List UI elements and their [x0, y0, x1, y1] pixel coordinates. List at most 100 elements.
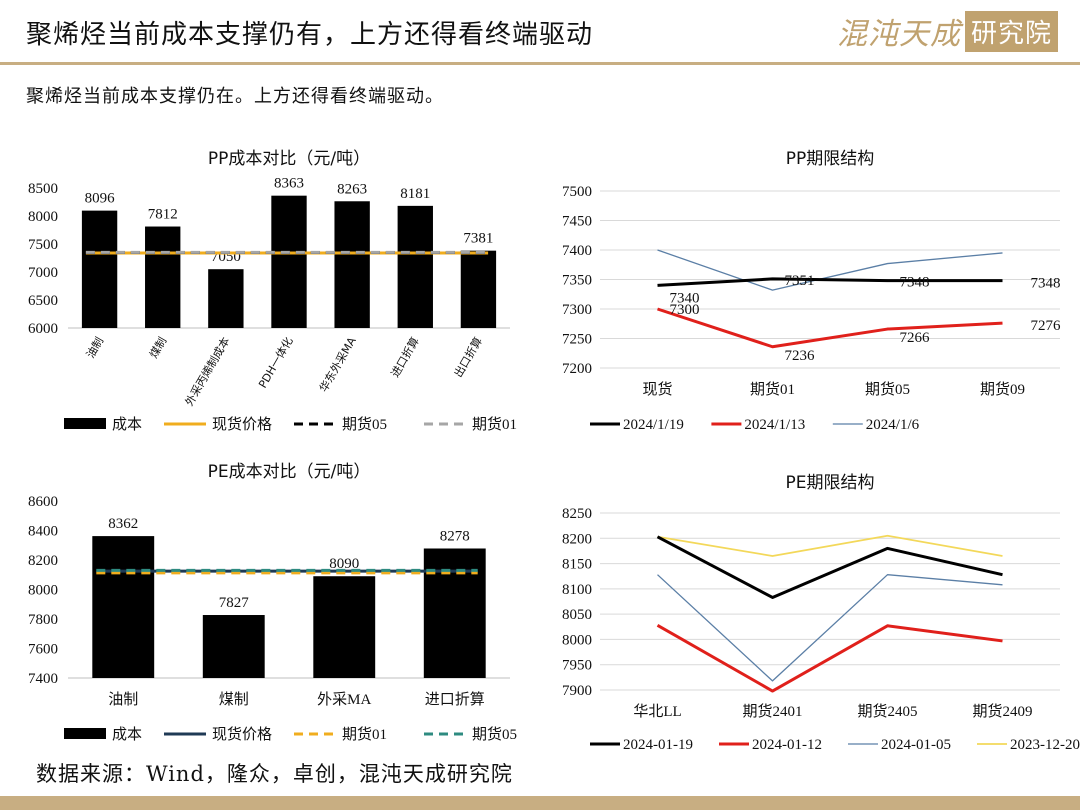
y-tick-label: 8200	[28, 553, 58, 569]
y-tick-label: 8600	[28, 494, 58, 510]
data-label: 8096	[85, 191, 116, 207]
y-tick-label: 8000	[28, 209, 58, 225]
legend-item: 2024-01-12	[719, 737, 822, 753]
y-tick-label: 8500	[28, 181, 58, 197]
legend-item: 期货01	[424, 416, 517, 433]
data-label: 7812	[148, 207, 178, 223]
x-tick-label: 油制	[83, 335, 106, 361]
legend-label: 期货05	[472, 726, 517, 743]
y-tick-label: 6000	[28, 321, 58, 337]
series-line-2024-01-19	[656, 535, 1003, 599]
chart-title: PP期限结构	[786, 149, 875, 169]
bar-外采MA	[313, 576, 376, 678]
bar-外采丙烯制成本	[208, 269, 244, 328]
legend-swatch-bar	[64, 418, 106, 429]
x-tick-label: 期货2405	[857, 703, 917, 720]
legend-label: 2024-01-05	[881, 737, 951, 753]
x-tick-label: 期货01	[750, 381, 795, 398]
x-tick-label: 期货09	[980, 381, 1025, 398]
y-tick-label: 8400	[28, 524, 58, 540]
x-tick-label: 外采丙烯制成本	[182, 335, 233, 409]
data-label: 8181	[400, 186, 430, 202]
y-tick-label: 7900	[562, 683, 592, 699]
legend-label: 2024-01-12	[752, 737, 822, 753]
x-tick-label: 煤制	[219, 691, 249, 708]
y-tick-label: 7000	[28, 265, 58, 281]
legend-label: 现货价格	[212, 726, 272, 743]
data-label: 8363	[274, 176, 304, 192]
bar-出口折算	[460, 250, 497, 328]
bar-进口折算	[423, 548, 486, 678]
chart-title: PE成本对比（元/吨）	[208, 462, 371, 482]
bar-煤制	[202, 615, 265, 678]
legend-item: 2024/1/6	[832, 417, 920, 433]
legend-label: 2024-01-19	[623, 737, 693, 753]
x-tick-label: 出口折算	[451, 335, 485, 380]
pe-term-svg: PE期限结构 7900 7950 8000 8050 8100 8150 8200 8250 华北…	[562, 473, 1080, 753]
legend-label: 成本	[112, 416, 142, 433]
data-label: 7827	[219, 595, 250, 611]
y-tick-label: 8000	[562, 632, 592, 648]
legend-label: 期货01	[342, 726, 387, 743]
pp-term-svg: PP期限结构 7200 7250 7300 7350 7400 7450 7500 现货 期货01…	[562, 149, 1062, 433]
series-line-2024-01-05	[657, 574, 1003, 682]
data-label: 7276	[1031, 318, 1062, 334]
footer-bar	[0, 796, 1080, 810]
data-label: 7348	[1031, 276, 1061, 292]
data-label: 7236	[785, 348, 816, 364]
y-tick-label: 6500	[28, 293, 58, 309]
pp-term-structure-chart: PP期限结构 7200 7250 7300 7350 7400 7450 7500 现货 期货01…	[540, 140, 1070, 440]
header-divider	[0, 62, 1080, 65]
y-tick-label: 7400	[562, 243, 592, 259]
y-tick-label: 7600	[28, 642, 58, 658]
series-line-2024/1/6	[657, 249, 1003, 291]
series-line-2024/1/19	[657, 277, 1003, 287]
pp-cost-svg: PP成本对比（元/吨） 6000 6500 7000 7500 8000 8500 8096 油…	[28, 149, 517, 433]
legend-swatch-bar	[64, 728, 106, 739]
logo-box-text: 研究院	[964, 10, 1058, 52]
data-label: 7340	[670, 290, 700, 306]
data-source-note: 数据来源：Wind，隆众，卓创，混沌天成研究院	[36, 762, 513, 786]
bar-油制	[92, 536, 155, 678]
data-label: 7348	[900, 275, 930, 291]
legend-label: 2023-12-20	[1010, 737, 1080, 753]
page-subtitle: 聚烯烃当前成本支撑仍在。上方还得看终端驱动。	[26, 86, 444, 107]
legend-item: 现货价格	[164, 726, 272, 743]
y-tick-label: 8000	[28, 583, 58, 599]
y-tick-label: 7500	[28, 237, 58, 253]
legend-label: 期货01	[472, 416, 517, 433]
series-line-2024-01-12	[656, 623, 1003, 693]
bar-煤制	[145, 226, 181, 328]
page-title: 聚烯烃当前成本支撑仍有，上方还得看终端驱动	[26, 20, 594, 50]
logo-main-text: 混沌天成	[836, 17, 961, 52]
x-tick-label: 现货	[642, 381, 672, 398]
legend-item: 期货01	[294, 726, 387, 743]
x-tick-label: 油制	[108, 691, 138, 708]
y-tick-label: 8050	[562, 607, 592, 623]
x-tick-label: PDH一体化	[255, 335, 295, 391]
x-tick-label: 期货2409	[972, 703, 1032, 720]
data-label: 7300	[670, 302, 700, 318]
y-tick-label: 7200	[562, 361, 592, 377]
legend-item: 2023-12-20	[977, 737, 1080, 753]
logo: 混沌天成 研究院	[836, 10, 1058, 52]
legend-item: 期货05	[294, 416, 387, 433]
y-tick-label: 8150	[562, 557, 592, 573]
legend-item: 期货05	[424, 726, 517, 743]
y-tick-label: 7350	[562, 273, 592, 289]
pe-cost-chart: PE成本对比（元/吨） 7400 7600 7800 8000 8200 8400 8600 8…	[0, 455, 520, 755]
legend-item: 2024-01-05	[848, 737, 951, 753]
header: 聚烯烃当前成本支撑仍有，上方还得看终端驱动 混沌天成 研究院	[0, 0, 1080, 65]
x-tick-label: 期货05	[865, 381, 910, 398]
x-tick-label: 外采MA	[317, 691, 371, 708]
data-label: 8278	[440, 528, 470, 544]
y-tick-label: 7950	[562, 658, 592, 674]
data-label: 7266	[900, 330, 931, 346]
legend-label: 2024/1/6	[866, 417, 920, 433]
x-tick-label: 煤制	[147, 335, 169, 361]
data-label: 8362	[108, 516, 138, 532]
data-label: 8263	[337, 181, 367, 197]
legend-label: 现货价格	[212, 416, 272, 433]
series-line-2024/1/13	[657, 307, 1003, 349]
legend-item: 2024/1/19	[590, 417, 684, 433]
